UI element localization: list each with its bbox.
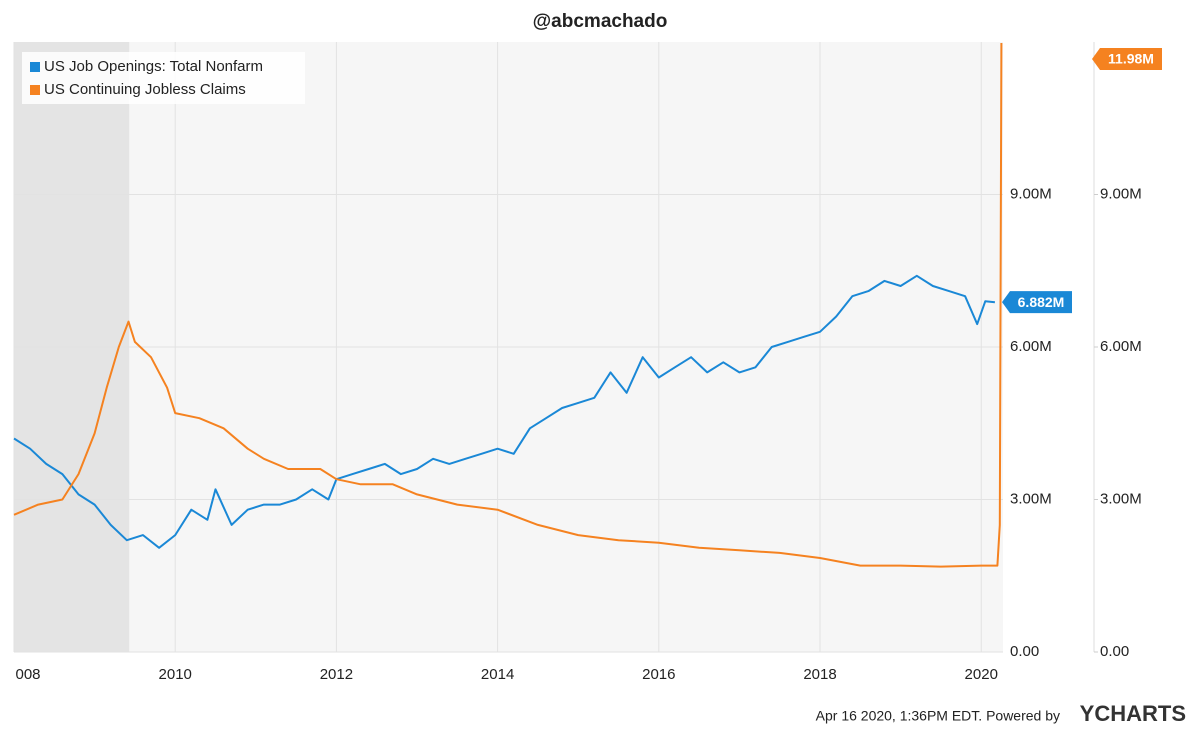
x-tick-label: 2014: [481, 666, 514, 683]
y2-tick-label: 3.00M: [1100, 490, 1142, 507]
y-tick-label: 9.00M: [1010, 185, 1052, 202]
x-tick-label: 2018: [803, 666, 836, 683]
legend-label: US Continuing Jobless Claims: [44, 81, 246, 98]
y-tick-label: 3.00M: [1010, 490, 1052, 507]
value-tag-label: 6.882M: [1018, 294, 1065, 310]
brand-logo: YCHARTS: [1080, 701, 1186, 726]
y2-tick-label: 6.00M: [1100, 338, 1142, 355]
x-tick-label: 2020: [965, 666, 998, 683]
legend: US Job Openings: Total Nonfarm US Continu…: [22, 52, 305, 104]
y-tick-label: 0.00: [1010, 643, 1039, 660]
value-tag: [1092, 48, 1162, 70]
series-line: [13, 42, 1003, 568]
x-tick-label: 008: [15, 666, 40, 683]
y-tick-label: 6.00M: [1010, 338, 1052, 355]
x-tick-label: 2016: [642, 666, 675, 683]
chart-title: @abcmachado: [533, 11, 668, 32]
y2-tick-label: 0.00: [1100, 643, 1129, 660]
legend-label: US Job Openings: Total Nonfarm: [44, 58, 263, 75]
x-tick-label: 2010: [159, 666, 192, 683]
x-tick-label: 2012: [320, 666, 353, 683]
value-tag: [1002, 291, 1072, 314]
legend-swatch: [30, 85, 40, 95]
footer-text: Apr 16 2020, 1:36PM EDT. Powered by: [816, 708, 1060, 724]
y2-tick-label: 9.00M: [1100, 185, 1142, 202]
series-line: [13, 274, 996, 549]
value-tag-label: 11.98M: [1108, 51, 1154, 67]
legend-swatch: [30, 62, 40, 72]
legend-box: [22, 52, 305, 104]
